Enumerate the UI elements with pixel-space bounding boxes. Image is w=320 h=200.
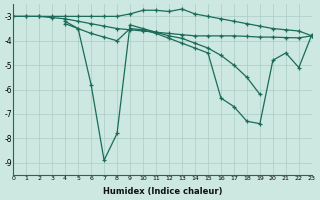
X-axis label: Humidex (Indice chaleur): Humidex (Indice chaleur): [103, 187, 222, 196]
